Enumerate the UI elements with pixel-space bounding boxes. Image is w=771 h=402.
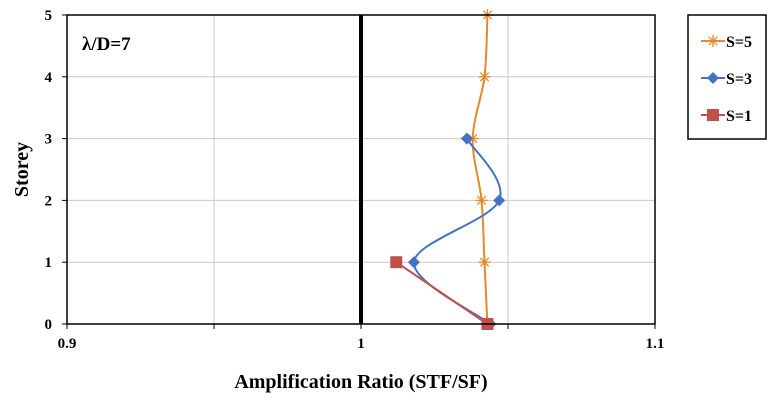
legend-marker-0 xyxy=(707,35,719,47)
y-tick-label-0: 0 xyxy=(45,317,53,333)
series-0-point-4 xyxy=(478,70,491,83)
legend-label-1: S=3 xyxy=(726,71,752,88)
series-0-point-4-stroke-3 xyxy=(479,72,490,82)
legend-marker-0-stroke-3 xyxy=(708,36,718,46)
y-tick-label-4: 4 xyxy=(45,70,53,86)
legend-marker-1 xyxy=(707,72,719,84)
series-layer xyxy=(390,9,506,330)
series-0-point-2 xyxy=(475,194,488,207)
y-tick-label-2: 2 xyxy=(45,193,53,209)
y-tick-label-3: 3 xyxy=(45,132,53,148)
y-axis-title: Storey xyxy=(11,142,33,197)
y-tick-label-5: 5 xyxy=(45,8,53,24)
x-tick-label-4: 1.1 xyxy=(646,336,665,352)
series-0-point-1 xyxy=(478,256,491,269)
series-2-point-1 xyxy=(390,256,403,269)
x-axis-title: Amplification Ratio (STF/SF) xyxy=(234,371,487,393)
series-1-point-2 xyxy=(493,194,506,207)
series-1-point-1 xyxy=(407,256,420,269)
series-0-point-2-stroke-3 xyxy=(476,195,487,206)
x-tick-label-2: 1 xyxy=(357,336,365,352)
legend-marker-2 xyxy=(707,109,719,121)
series-1-point-3 xyxy=(460,132,473,145)
legend-label-0: S=5 xyxy=(726,34,752,51)
tick-layer: 0.9 1 1.1 0 1 2 3 4 5 xyxy=(45,8,665,352)
series-line-2 xyxy=(395,261,488,325)
y-tick-label-1: 1 xyxy=(45,255,53,271)
chart-annotation: λ/D=7 xyxy=(82,34,131,55)
legend-label-2: S=1 xyxy=(726,108,752,125)
series-2 xyxy=(390,256,494,330)
x-tick-label-0: 0.9 xyxy=(58,336,77,352)
series-0-point-1-stroke-3 xyxy=(479,257,490,267)
legend: S=5 S=3 S=1 xyxy=(687,14,767,140)
